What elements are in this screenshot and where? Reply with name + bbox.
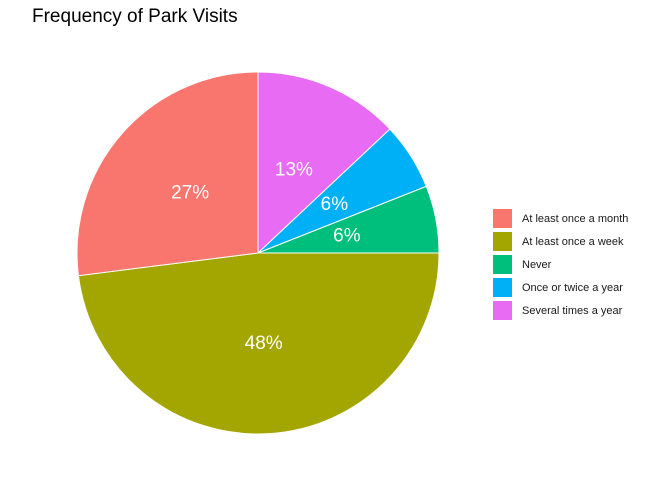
legend-item: Several times a year [493,299,628,322]
pie-label-several-times-a-year: 13% [275,159,313,180]
legend: At least once a month At least once a wee… [493,207,628,322]
legend-swatch [493,209,512,228]
legend-label: Several times a year [522,304,623,317]
pie-label-at-least-once-a-month: 27% [171,183,209,204]
legend-label: Never [522,258,552,271]
pie-slice-at-least-once-a-month [76,71,259,277]
pie-labels: 13% 6% 6% 48% 27% [171,159,361,353]
legend-swatch [493,301,512,320]
pie-label-never: 6% [333,226,361,247]
chart-title: Frequency of Park Visits [32,6,238,27]
legend-swatch [493,232,512,251]
legend-item: At least once a month [493,207,628,230]
legend-swatch [493,278,512,297]
legend-item: At least once a week [493,230,628,253]
pie-slices [76,71,440,435]
pie-slice-at-least-once-a-week [77,252,440,435]
legend-label: At least once a week [522,235,624,248]
pie-label-at-least-once-a-week: 48% [245,333,283,354]
legend-item: Once or twice a year [493,276,628,299]
legend-item: Never [493,253,628,276]
pie-label-once-or-twice-a-year: 6% [321,194,349,215]
legend-label: Once or twice a year [522,281,623,294]
pie-slice-several-times-a-year [257,71,391,255]
legend-swatch [493,255,512,274]
legend-label: At least once a month [522,212,629,225]
